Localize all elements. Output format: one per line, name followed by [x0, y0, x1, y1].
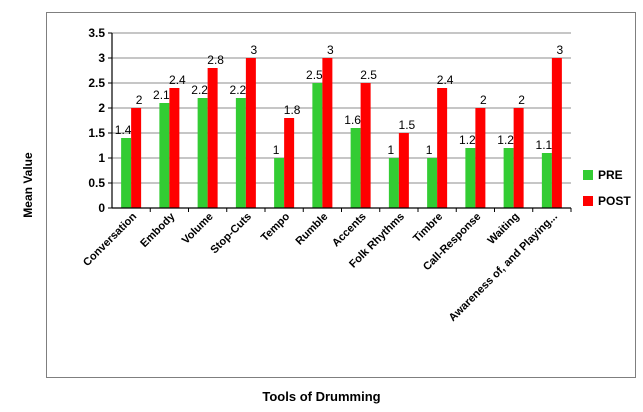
- bar-pre: [159, 103, 170, 208]
- bar-post: [245, 58, 256, 208]
- x-category-label: Volume: [180, 211, 216, 247]
- chart-frame: [46, 12, 636, 378]
- data-label-pre: 1.2: [497, 133, 514, 147]
- bar-post: [513, 108, 524, 208]
- data-label-pre: 2.2: [230, 83, 247, 97]
- x-category-label: Waiting: [485, 211, 521, 247]
- data-label-post: 1.5: [399, 118, 416, 132]
- bar-post: [475, 108, 486, 208]
- y-tick-label: 3.5: [88, 26, 105, 40]
- data-label-pre: 1: [273, 143, 280, 157]
- y-tick-label: 1: [98, 151, 105, 165]
- data-label-post: 3: [327, 43, 334, 57]
- y-tick-label: 2.5: [88, 76, 105, 90]
- bar-pre: [197, 98, 208, 208]
- data-label-pre: 1.4: [115, 123, 132, 137]
- bar-pre: [541, 153, 552, 208]
- bar-post: [551, 58, 562, 208]
- bar-post: [437, 88, 448, 208]
- bar-pre: [274, 158, 285, 208]
- data-label-post: 2: [136, 93, 143, 107]
- data-label-post: 3: [251, 43, 258, 57]
- data-label-post: 2: [518, 93, 525, 107]
- y-tick-label: 2: [98, 101, 105, 115]
- bar-pre: [427, 158, 438, 208]
- bar-pre: [121, 138, 132, 208]
- x-category-label: Conversation: [81, 210, 139, 268]
- data-label-post: 2.4: [437, 73, 454, 87]
- data-label-post: 1.8: [284, 103, 301, 117]
- y-tick-label: 3: [98, 51, 105, 65]
- bar-post: [169, 88, 180, 208]
- data-label-pre: 1.1: [536, 138, 553, 152]
- bar-pre: [503, 148, 514, 208]
- data-label-pre: 2.1: [153, 88, 170, 102]
- axes: [108, 32, 572, 212]
- x-category-label: Accents: [330, 211, 369, 250]
- legend: PRE POST: [583, 168, 631, 208]
- bar-post: [207, 68, 218, 208]
- bar-post: [284, 118, 295, 208]
- y-tick-label: 0.5: [88, 176, 105, 190]
- legend-swatch-post: [583, 196, 593, 206]
- bars: [121, 58, 562, 208]
- x-axis-title: Tools of Drumming: [262, 389, 381, 404]
- bar-post: [398, 133, 409, 208]
- bar-pre: [350, 128, 361, 208]
- gridlines: [112, 32, 571, 209]
- data-label-pre: 1.2: [459, 133, 476, 147]
- bar-pre: [235, 98, 246, 208]
- y-tick-label: 0: [98, 201, 105, 215]
- bar-post: [322, 58, 333, 208]
- data-label-pre: 2.5: [306, 68, 323, 82]
- data-label-pre: 1: [426, 143, 433, 157]
- legend-label-pre: PRE: [598, 168, 623, 182]
- x-category-label: Embody: [138, 210, 178, 250]
- x-category-label: Tempo: [259, 210, 293, 244]
- data-label-post: 2: [480, 93, 487, 107]
- data-label-post: 2.4: [169, 73, 186, 87]
- data-label-post: 3: [557, 43, 564, 57]
- data-label-post: 2.5: [360, 68, 377, 82]
- y-tick-label: 1.5: [88, 126, 105, 140]
- x-category-label: Stop-Cuts: [208, 211, 254, 257]
- x-category-label: Timbre: [411, 211, 445, 245]
- bar-pre: [465, 148, 476, 208]
- data-label-pre: 2.2: [191, 83, 208, 97]
- data-label-post: 2.8: [207, 53, 224, 67]
- bar-pre: [388, 158, 399, 208]
- bar-post: [360, 83, 371, 208]
- legend-swatch-pre: [583, 170, 593, 180]
- bar-post: [131, 108, 142, 208]
- bar-pre: [312, 83, 323, 208]
- x-category-label: Rumble: [293, 211, 330, 248]
- data-label-pre: 1.6: [344, 113, 361, 127]
- legend-label-post: POST: [598, 194, 631, 208]
- data-label-pre: 1: [388, 143, 395, 157]
